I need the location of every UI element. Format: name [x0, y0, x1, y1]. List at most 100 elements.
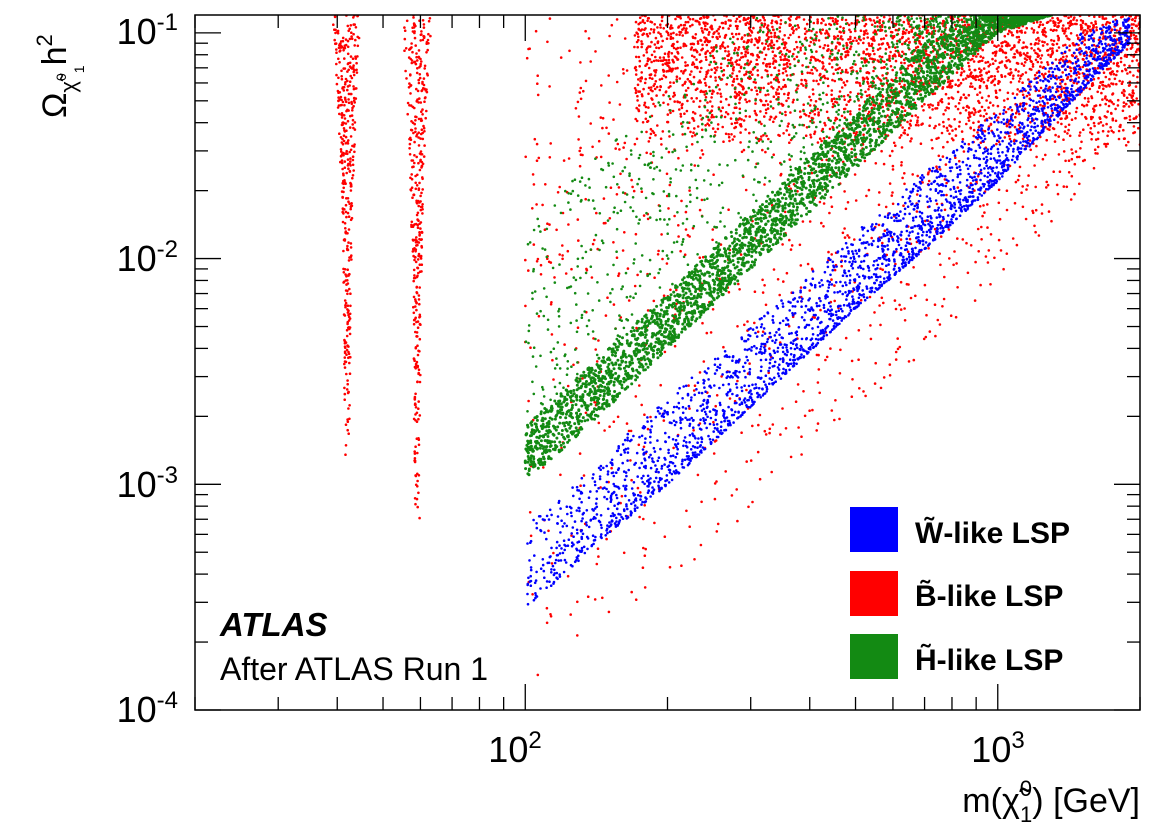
scatter-point [555, 363, 559, 367]
scatter-point [607, 610, 611, 614]
scatter-point [660, 15, 664, 19]
scatter-point [996, 70, 1000, 73]
scatter-point [841, 231, 845, 235]
scatter-point [821, 130, 825, 134]
scatter-point [771, 25, 774, 29]
scatter-point [404, 47, 408, 50]
scatter-point [731, 83, 734, 87]
scatter-point [903, 182, 906, 186]
scatter-point [795, 83, 798, 87]
scatter-point [721, 45, 725, 48]
scatter-point [935, 202, 939, 206]
scatter-point [922, 109, 925, 112]
scatter-point [417, 443, 421, 447]
scatter-point [696, 19, 699, 23]
scatter-point [818, 200, 822, 204]
scatter-point [817, 39, 821, 42]
scatter-point [816, 422, 820, 425]
scatter-point [722, 73, 726, 77]
scatter-point [420, 128, 424, 131]
scatter-point [1131, 59, 1134, 63]
scatter-point [680, 69, 683, 73]
scatter-point [1041, 95, 1045, 99]
scatter-point [558, 185, 561, 189]
scatter-point [645, 130, 648, 134]
scatter-point [792, 52, 795, 56]
scatter-point [773, 59, 777, 62]
scatter-point [906, 133, 909, 137]
scatter-point [700, 66, 703, 70]
scatter-point [820, 21, 823, 25]
scatter-point [710, 115, 713, 119]
scatter-point [1069, 15, 1073, 18]
scatter-point [414, 260, 418, 264]
scatter-point [900, 161, 903, 164]
scatter-point [882, 162, 886, 166]
scatter-point [737, 48, 740, 51]
scatter-point [1104, 75, 1108, 79]
scatter-point [868, 295, 872, 299]
scatter-point [344, 423, 348, 427]
scatter-point [755, 39, 759, 43]
scatter-point [704, 124, 707, 127]
scatter-point [879, 386, 883, 390]
scatter-point [417, 78, 421, 82]
scatter-point [686, 86, 690, 90]
scatter-point [353, 23, 357, 26]
scatter-point [764, 433, 768, 436]
scatter-point [537, 156, 541, 160]
scatter-point [1132, 131, 1135, 135]
scatter-point [747, 16, 750, 20]
scatter-point [1134, 16, 1137, 20]
scatter-point [1096, 145, 1100, 149]
scatter-point [968, 68, 971, 71]
scatter-point [681, 34, 684, 37]
scatter-point [692, 224, 696, 228]
scatter-point [780, 42, 784, 46]
scatter-point [816, 58, 820, 62]
scatter-point [1122, 88, 1126, 92]
scatter-point [1029, 148, 1032, 152]
scatter-point [690, 97, 693, 100]
scatter-point [532, 228, 536, 232]
scatter-point [348, 150, 352, 154]
scatter-point [976, 52, 980, 56]
scatter-point [797, 35, 801, 39]
scatter-point [578, 452, 582, 455]
scatter-point [633, 142, 637, 146]
scatter-point [419, 33, 423, 37]
scatter-point [416, 505, 420, 509]
scatter-point [754, 118, 758, 122]
scatter-point [765, 134, 768, 138]
scatter-point [1041, 40, 1044, 43]
scatter-point [410, 61, 414, 65]
scatter-point [877, 43, 881, 46]
scatter-point [411, 121, 415, 125]
scatter-point [345, 353, 348, 357]
scatter-point [1131, 89, 1135, 92]
scatter-point [811, 88, 815, 91]
scatter-point [699, 543, 703, 547]
scatter-point [685, 509, 688, 513]
scatter-point [1053, 140, 1057, 143]
scatter-point [690, 54, 694, 58]
scatter-point [341, 121, 345, 124]
scatter-point [531, 291, 534, 295]
scatter-point [766, 107, 770, 110]
scatter-point [640, 71, 643, 74]
scatter-point [341, 195, 344, 199]
scatter-point [647, 86, 651, 90]
scatter-point [415, 331, 419, 334]
scatter-point [920, 105, 924, 108]
scatter-point [666, 232, 669, 235]
scatter-point [679, 249, 682, 253]
scatter-point [636, 45, 639, 49]
scatter-point [342, 153, 345, 157]
scatter-point [818, 137, 822, 140]
scatter-point [339, 154, 343, 158]
scatter-point [1022, 41, 1025, 44]
scatter-point [849, 112, 852, 116]
scatter-point [336, 29, 340, 33]
scatter-point [961, 238, 965, 241]
scatter-point [761, 42, 764, 45]
